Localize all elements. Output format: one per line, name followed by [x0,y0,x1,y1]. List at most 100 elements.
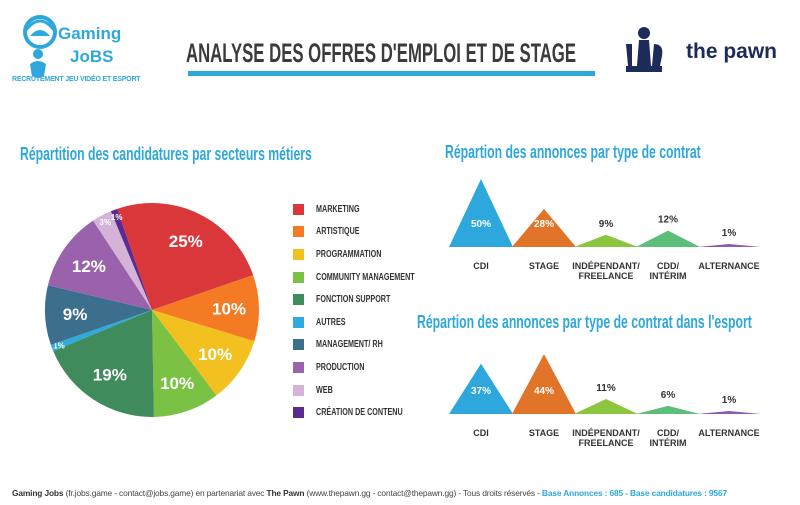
pie-slice-label: 3% [100,218,112,227]
category-label: CDI [473,428,489,438]
contract-triangle [574,399,638,414]
legend-label: MANAGEMENT/ RH [316,339,383,351]
pie-slice-label: 10% [160,374,194,393]
pie-slice-label: 10% [212,300,246,319]
legend-item: MANAGEMENT/ RH [293,334,453,357]
pie-slice [53,310,154,417]
pie-slice-label: 10% [198,345,232,364]
the-pawn-logo-text: the pawn [686,40,778,63]
category-label: CDD/ [657,428,679,438]
category-label: INTÉRIM [650,438,687,447]
pie-slice [93,211,152,310]
value-label: 6% [661,390,676,401]
pie-chart-title: Répartition des candidatures par secteur… [20,144,312,164]
value-label: 1% [722,228,737,239]
legend-item: COMMUNITY MANAGEMENT [293,266,453,289]
legend-item: FONCTION SUPPORT [293,288,453,311]
category-label: FREELANCE [578,438,633,447]
pie-slice [152,310,217,417]
pie-slice [47,220,152,310]
legend-label: MARKETING [316,203,360,215]
legend-label: CRÉATION DE CONTENU [316,407,403,419]
category-label: INDÉPENDANT/ [572,428,640,438]
contract-triangle [636,405,700,414]
legend-item: CRÉATION DE CONTENU [293,401,453,424]
contract-triangle [697,411,761,414]
svg-text:JoBS: JoBS [70,47,113,66]
value-label: 1% [722,395,737,406]
category-label: STAGE [529,428,559,438]
pie-slice-label: 1% [111,213,123,222]
contract-triangle [697,244,761,247]
legend-label: PRODUCTION [316,361,365,373]
legend-item: ARTISTIQUE [293,221,453,244]
category-label: CDI [473,261,489,271]
legend-item: MARKETING [293,198,453,221]
legend-swatch [293,203,304,215]
contract-triangle [512,208,576,247]
legend-label: WEB [316,384,333,396]
pie-slice-label: 19% [93,365,127,384]
value-label: 11% [596,383,616,394]
pie-slice [152,310,255,396]
value-label: 28% [534,219,554,230]
pie-slice-label: 12% [72,257,106,276]
category-label: FREELANCE [578,271,633,280]
contract-triangle [449,363,513,414]
contract-triangle [449,179,513,247]
gaming-jobs-logo: Gaming JoBS [14,10,144,88]
esport-contract-triangle-chart: 37% CDI 44% STAGE 11% INDÉPENDANT/FREELANCE 6%… [449,354,761,447]
footer-stats: Base Annonces : 685 - Base candidatures … [541,488,727,498]
legend-label: FONCTION SUPPORT [316,294,391,306]
legend-swatch [293,316,304,328]
pie-legend: MARKETING ARTISTIQUE PROGRAMMATION COMMUNIT… [293,198,453,424]
legend-swatch [293,339,304,351]
value-label: 44% [534,386,554,397]
page-title: ANALYSE DES OFFRES D'EMPLOI ET DE STAGE [186,38,576,68]
contract-triangle [512,354,576,414]
value-label: 50% [471,219,491,230]
sector-pie-chart: 25%10%10%10%19%1%9%12%3%1% [45,203,259,417]
category-label: STAGE [529,261,559,271]
legend-item: WEB [293,379,453,402]
legend-swatch [293,384,304,396]
contract-triangle-chart: 50% CDI 28% STAGE 9% INDÉPENDANT/FREELANCE 12%… [449,179,761,280]
footer-text: (fr.jobs.game - contact@jobs.game) en pa… [63,488,267,498]
value-label: 12% [658,215,678,226]
category-label: INTÉRIM [650,271,687,280]
pie-slice [117,203,254,310]
pie-slice [152,275,259,342]
legend-label: COMMUNITY MANAGEMENT [316,271,415,283]
pie-slice-label: 9% [63,305,88,324]
footer-text: (www.thepawn.gg - contact@thepawn.gg) - … [304,488,542,498]
legend-swatch [293,407,304,419]
title-underline [188,71,595,76]
svg-text:Gaming: Gaming [58,24,121,43]
category-label: INDÉPENDANT/ [572,261,640,271]
legend-swatch [293,294,304,306]
legend-swatch [293,271,304,283]
gaming-jobs-tagline: RECRUTEMENT JEU VIDÉO ET ESPORT [12,76,141,83]
pie-slice-label: 1% [53,341,65,350]
pie-slice [110,208,152,310]
category-label: CDD/ [657,261,679,271]
legend-swatch [293,248,304,260]
contract-chart-title: Répartion des annonces par type de contr… [445,142,701,162]
value-label: 9% [599,219,614,230]
legend-item: PROGRAMMATION [293,243,453,266]
category-label: ALTERNANCE [698,428,759,438]
legend-label: AUTRES [316,316,346,328]
pie-slice [45,285,152,345]
pawn-chess-icon [624,26,664,74]
legend-swatch [293,226,304,238]
contract-triangle [636,230,700,247]
pie-slice-label: 25% [169,232,203,251]
esport-contract-chart-title: Répartion des annonces par type de contr… [417,312,752,332]
value-label: 37% [471,386,491,397]
legend-item: PRODUCTION [293,356,453,379]
legend-item: AUTRES [293,311,453,334]
contract-triangle [574,234,638,247]
pie-slice [50,310,152,352]
footer-brand-gaming-jobs: Gaming Jobs [12,488,64,498]
footer: Gaming Jobs (fr.jobs.game - contact@jobs… [12,488,727,498]
